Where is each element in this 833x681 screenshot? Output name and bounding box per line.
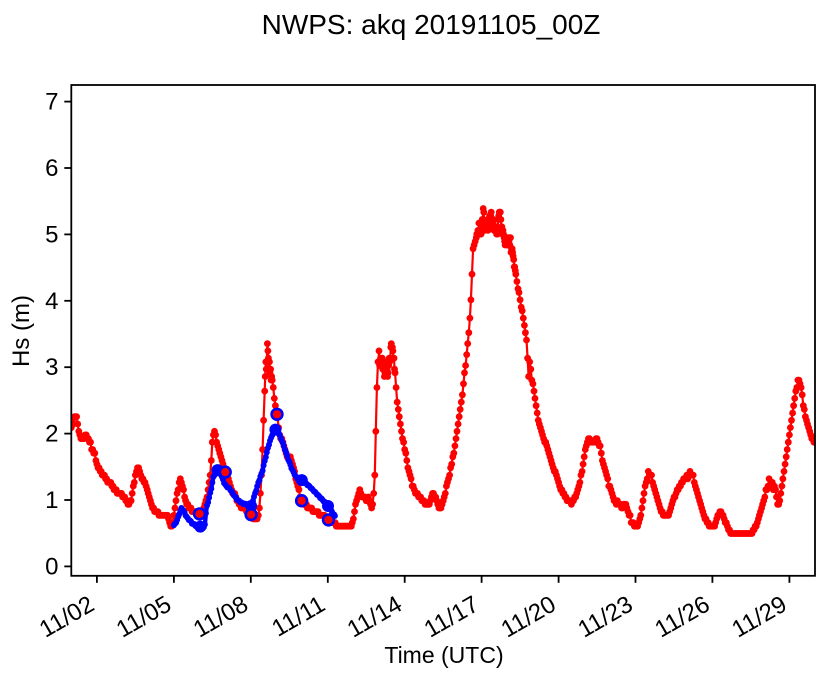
svg-text:Time (UTC): Time (UTC) (384, 642, 503, 668)
svg-text:NWPS: akq 20191105_00Z: NWPS: akq 20191105_00Z (262, 9, 601, 40)
svg-text:4: 4 (45, 288, 58, 315)
svg-text:2: 2 (45, 421, 58, 448)
svg-text:3: 3 (45, 354, 58, 381)
svg-text:7: 7 (45, 89, 58, 116)
svg-text:5: 5 (45, 221, 58, 248)
svg-text:6: 6 (45, 155, 58, 182)
svg-text:Hs (m): Hs (m) (8, 295, 35, 367)
svg-text:1: 1 (45, 487, 58, 514)
svg-text:0: 0 (45, 553, 58, 580)
